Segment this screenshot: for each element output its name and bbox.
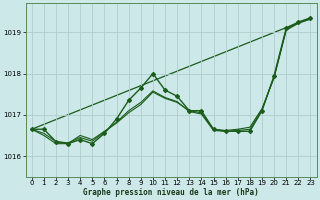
X-axis label: Graphe pression niveau de la mer (hPa): Graphe pression niveau de la mer (hPa) [83,188,259,197]
